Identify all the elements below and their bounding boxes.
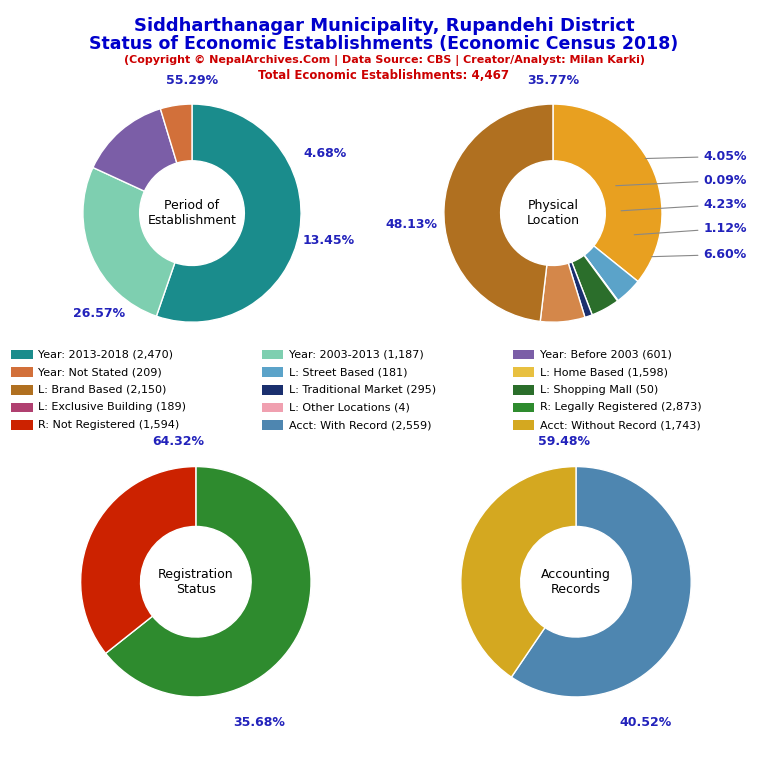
- Text: 4.05%: 4.05%: [645, 150, 747, 163]
- Wedge shape: [553, 104, 662, 281]
- Bar: [263, 420, 283, 430]
- Text: 35.77%: 35.77%: [527, 74, 579, 87]
- Text: 1.12%: 1.12%: [634, 222, 747, 235]
- Text: 13.45%: 13.45%: [303, 234, 354, 247]
- Text: 6.60%: 6.60%: [652, 248, 746, 261]
- Text: 48.13%: 48.13%: [386, 217, 437, 230]
- Text: Year: Not Stated (209): Year: Not Stated (209): [38, 367, 161, 377]
- Wedge shape: [584, 255, 618, 301]
- Text: L: Shopping Mall (50): L: Shopping Mall (50): [540, 385, 658, 395]
- Bar: [263, 385, 283, 395]
- Wedge shape: [540, 263, 585, 323]
- Wedge shape: [81, 467, 196, 654]
- Bar: [513, 420, 535, 430]
- Bar: [263, 349, 283, 359]
- Bar: [12, 420, 32, 430]
- Text: 4.23%: 4.23%: [621, 198, 746, 211]
- Text: Acct: With Record (2,559): Acct: With Record (2,559): [289, 420, 431, 430]
- Text: L: Exclusive Building (189): L: Exclusive Building (189): [38, 402, 186, 412]
- Text: L: Traditional Market (295): L: Traditional Market (295): [289, 385, 435, 395]
- Text: L: Brand Based (2,150): L: Brand Based (2,150): [38, 385, 166, 395]
- Text: 35.68%: 35.68%: [233, 716, 285, 729]
- Text: 64.32%: 64.32%: [153, 435, 204, 448]
- Wedge shape: [83, 167, 175, 316]
- Wedge shape: [461, 467, 576, 677]
- Text: Total Economic Establishments: 4,467: Total Economic Establishments: 4,467: [259, 69, 509, 82]
- Text: L: Home Based (1,598): L: Home Based (1,598): [540, 367, 667, 377]
- Text: Year: 2013-2018 (2,470): Year: 2013-2018 (2,470): [38, 349, 173, 359]
- Text: 26.57%: 26.57%: [73, 307, 125, 320]
- Text: R: Legally Registered (2,873): R: Legally Registered (2,873): [540, 402, 701, 412]
- Wedge shape: [161, 104, 192, 163]
- Bar: [12, 402, 32, 412]
- Wedge shape: [572, 255, 617, 315]
- Text: Year: Before 2003 (601): Year: Before 2003 (601): [540, 349, 671, 359]
- Text: Siddharthanagar Municipality, Rupandehi District: Siddharthanagar Municipality, Rupandehi …: [134, 17, 634, 35]
- Text: L: Other Locations (4): L: Other Locations (4): [289, 402, 409, 412]
- Wedge shape: [157, 104, 301, 322]
- Bar: [12, 367, 32, 377]
- Bar: [513, 349, 535, 359]
- Bar: [263, 367, 283, 377]
- Text: 0.09%: 0.09%: [616, 174, 746, 187]
- Text: Registration
Status: Registration Status: [158, 568, 233, 596]
- Text: Status of Economic Establishments (Economic Census 2018): Status of Economic Establishments (Econo…: [89, 35, 679, 52]
- Wedge shape: [568, 262, 592, 317]
- Text: 40.52%: 40.52%: [619, 716, 671, 729]
- Text: 4.68%: 4.68%: [303, 147, 346, 160]
- Text: L: Street Based (181): L: Street Based (181): [289, 367, 407, 377]
- Text: Physical
Location: Physical Location: [526, 199, 580, 227]
- Wedge shape: [584, 246, 638, 300]
- Bar: [513, 385, 535, 395]
- Wedge shape: [93, 109, 177, 191]
- Text: Accounting
Records: Accounting Records: [541, 568, 611, 596]
- Text: (Copyright © NepalArchives.Com | Data Source: CBS | Creator/Analyst: Milan Karki: (Copyright © NepalArchives.Com | Data So…: [124, 55, 644, 66]
- Text: Period of
Establishment: Period of Establishment: [147, 199, 237, 227]
- Bar: [12, 385, 32, 395]
- Text: 59.48%: 59.48%: [538, 435, 591, 448]
- Wedge shape: [511, 467, 691, 697]
- Bar: [513, 367, 535, 377]
- Bar: [263, 402, 283, 412]
- Text: Year: 2003-2013 (1,187): Year: 2003-2013 (1,187): [289, 349, 423, 359]
- Text: 55.29%: 55.29%: [166, 74, 218, 87]
- Wedge shape: [106, 467, 311, 697]
- Wedge shape: [444, 104, 553, 322]
- Text: Acct: Without Record (1,743): Acct: Without Record (1,743): [540, 420, 700, 430]
- Bar: [12, 349, 32, 359]
- Text: R: Not Registered (1,594): R: Not Registered (1,594): [38, 420, 179, 430]
- Bar: [513, 402, 535, 412]
